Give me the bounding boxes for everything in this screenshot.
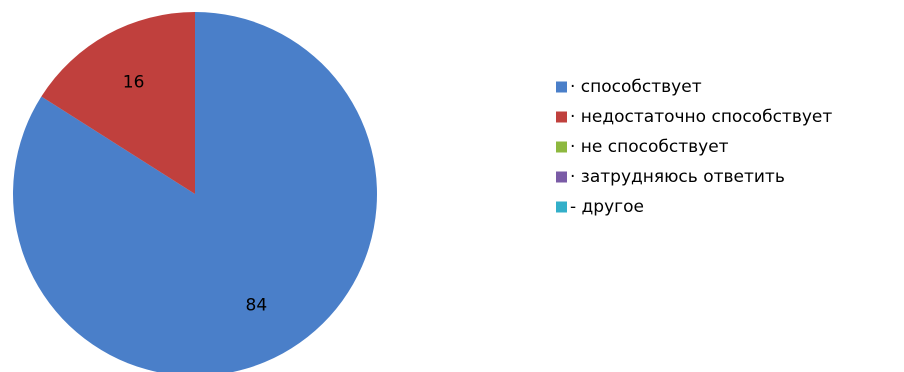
- legend-swatch-3: [556, 141, 567, 153]
- legend-item-3: · не способствует: [556, 137, 729, 157]
- legend-item-4: · затрудняюсь ответить: [556, 167, 785, 187]
- data-label-2: 16: [123, 72, 145, 92]
- pie-slice-2: [41, 12, 195, 194]
- legend-swatch-2: [556, 111, 567, 123]
- legend-item-5: - другое: [556, 197, 644, 217]
- legend-swatch-4: [556, 171, 567, 183]
- pie-group: 84 16: [13, 12, 377, 372]
- legend-label-1: · способствует: [570, 77, 702, 97]
- legend-item-1: · способствует: [556, 77, 702, 97]
- legend-label-3: · не способствует: [570, 137, 729, 157]
- data-label-1: 84: [246, 296, 268, 316]
- legend-item-2: · недостаточно способствует: [556, 107, 832, 127]
- legend-label-4: · затрудняюсь ответить: [570, 167, 785, 187]
- legend-label-5: - другое: [570, 197, 644, 217]
- pie-slice-1: [13, 12, 377, 372]
- legend-swatch-1: [556, 81, 567, 93]
- legend-label-2: · недостаточно способствует: [570, 107, 832, 127]
- legend: · способствует · недостаточно способствуе…: [556, 77, 832, 217]
- legend-swatch-5: [556, 201, 567, 213]
